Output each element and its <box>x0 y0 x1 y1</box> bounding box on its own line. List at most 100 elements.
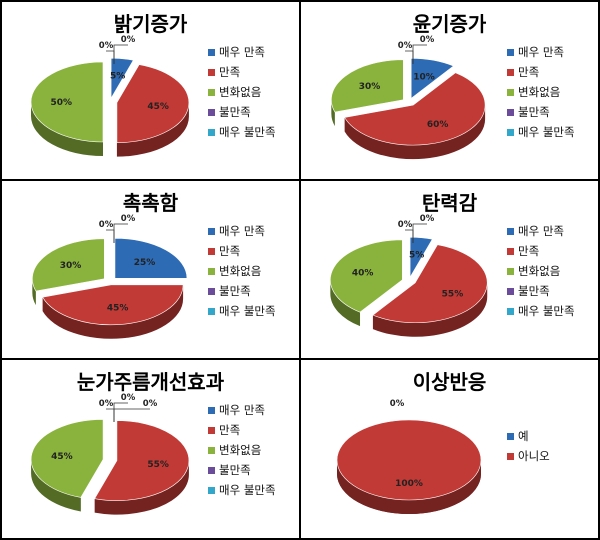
legend-item: 매우 불만족 <box>507 122 575 142</box>
pie-slice-side <box>372 282 488 337</box>
legend-label: 예 <box>518 429 529 443</box>
legend-item: 매우 불만족 <box>208 480 276 500</box>
data-label: 0% <box>121 393 136 403</box>
chart-title: 밝기증가 <box>113 12 188 36</box>
legend-label: 매우 불만족 <box>219 304 276 318</box>
legend-item: 불만족 <box>208 102 276 122</box>
chart-panel-moisture: 촉촉함 25% 45% 30% 0% 0% 매우 만족 만족 변화없음 불만족 매우 불만족 <box>0 179 301 360</box>
chart-panel-elasticity: 탄력감 5% 55% 40% 0% 0% 매우 만족 만족 변화없음 불만족 매우 불만족 <box>299 179 600 360</box>
legend-swatch <box>208 128 215 136</box>
legend-item: 만족 <box>507 62 575 82</box>
pie-slice-side <box>31 102 103 156</box>
data-label: 30% <box>60 261 82 271</box>
legend-item: 변화없음 <box>208 82 276 102</box>
legend-swatch <box>208 108 215 116</box>
data-label: 50% <box>50 98 72 108</box>
chart-title: 촉촉함 <box>122 191 179 215</box>
data-label: 0% <box>121 35 136 45</box>
legend-item: 매우 불만족 <box>208 301 276 321</box>
pie-chart: 25% 45% 30% 0% 0% <box>32 214 188 339</box>
pie-slice <box>331 59 404 113</box>
legend-swatch <box>507 287 514 295</box>
data-label: 0% <box>99 399 114 409</box>
legend-swatch <box>507 247 514 255</box>
legend-swatch <box>507 307 514 315</box>
pie-slice-side <box>42 284 184 339</box>
legend-label: 변화없음 <box>219 85 262 99</box>
data-label: 0% <box>420 35 435 45</box>
pie-slice <box>32 238 105 292</box>
legend-label: 불만족 <box>518 284 550 298</box>
legend-item: 변화없음 <box>507 261 575 281</box>
leader-line <box>113 44 128 64</box>
data-label: 0% <box>99 41 114 51</box>
data-label: 55% <box>147 460 169 470</box>
pie-slice <box>110 57 134 100</box>
pie-slice-side <box>31 459 81 512</box>
pie-slice <box>30 419 104 498</box>
pie-slice <box>116 64 190 143</box>
chart-legend: 매우 만족 만족 변화없음 불만족 매우 불만족 <box>208 400 276 500</box>
data-label: 0% <box>420 214 435 224</box>
legend-swatch <box>507 432 514 440</box>
pie-slice <box>372 244 488 324</box>
data-label: 0% <box>398 41 413 51</box>
legend-label: 불만족 <box>219 105 251 119</box>
pie-slice <box>30 61 104 143</box>
legend-swatch <box>208 307 215 315</box>
legend-item: 변화없음 <box>208 440 276 460</box>
legend-item: 만족 <box>208 241 276 261</box>
data-label: 0% <box>143 399 158 409</box>
chart-title: 탄력감 <box>421 191 478 215</box>
data-label: 45% <box>107 304 129 314</box>
legend-label: 아니오 <box>518 449 550 463</box>
legend-label: 만족 <box>518 244 540 258</box>
pie-slice <box>410 58 455 99</box>
legend-item: 매우 불만족 <box>507 301 575 321</box>
pie-slice <box>344 72 486 146</box>
data-label: 45% <box>51 452 73 462</box>
legend-label: 만족 <box>219 423 241 437</box>
pie-slice-side <box>116 102 189 157</box>
pie-chart: 10% 60% 30% 0% 0% <box>331 35 486 160</box>
pie-slice-side <box>344 105 486 160</box>
legend-label: 만족 <box>219 244 241 258</box>
pie-chart: 55% 45% 0% 0% 0% <box>30 393 190 515</box>
legend-label: 변화없음 <box>518 264 561 278</box>
legend-label: 불만족 <box>219 463 251 477</box>
legend-label: 매우 만족 <box>518 45 564 59</box>
leader-line <box>113 408 150 422</box>
legend-label: 매우 만족 <box>219 45 265 59</box>
legend-label: 매우 불만족 <box>219 483 276 497</box>
legend-label: 변화없음 <box>219 443 262 457</box>
leader-line <box>412 44 427 64</box>
pie-slice <box>42 284 184 326</box>
chart-panel-gloss: 윤기증가 10% 60% 30% 0% 0% 매우 만족 만족 변화없음 불만족 매우 불만족 <box>299 0 600 181</box>
legend-swatch <box>507 128 514 136</box>
legend-item: 매우 만족 <box>208 42 276 62</box>
data-label: 55% <box>442 289 464 299</box>
pie-slice-side <box>330 279 361 327</box>
legend-label: 매우 만족 <box>219 224 265 238</box>
legend-swatch <box>208 48 215 56</box>
legend-label: 불만족 <box>219 284 251 298</box>
chart-legend: 매우 만족 만족 변화없음 불만족 매우 불만족 <box>208 42 276 142</box>
legend-label: 불만족 <box>518 105 550 119</box>
chart-panel-brightness: 밝기증가 5% 45% 50% 0% 0% 매우 만족 만족 변화없음 불만족 매우 불만족 <box>0 0 301 181</box>
legend-swatch <box>208 88 215 96</box>
leader-line <box>106 229 115 243</box>
legend-swatch <box>208 227 215 235</box>
legend-item: 예 <box>507 426 550 446</box>
legend-label: 변화없음 <box>518 85 561 99</box>
legend-swatch <box>208 406 215 414</box>
legend-label: 매우 만족 <box>518 224 564 238</box>
leader-line <box>106 408 115 422</box>
leader-line <box>113 223 128 243</box>
data-label: 30% <box>359 82 381 92</box>
leader-line <box>412 223 427 243</box>
chart-title: 윤기증가 <box>412 12 487 36</box>
legend-item: 불만족 <box>507 281 575 301</box>
legend-swatch <box>208 446 215 454</box>
